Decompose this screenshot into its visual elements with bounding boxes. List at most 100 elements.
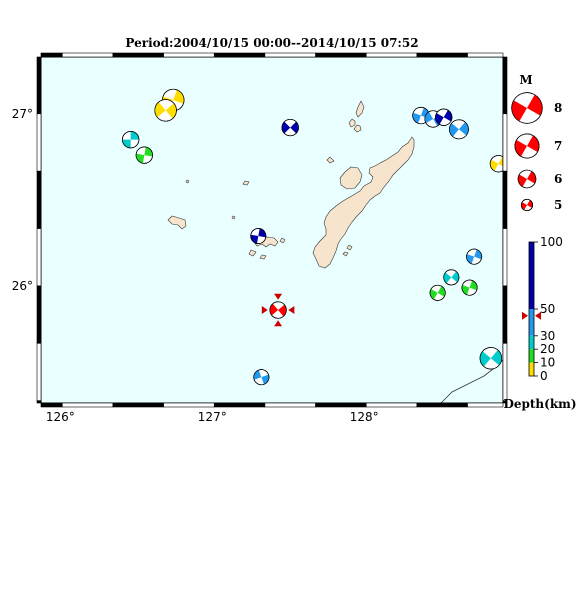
focal-mechanism bbox=[250, 228, 267, 244]
focal-mechanism bbox=[461, 279, 478, 296]
frame-segment bbox=[61, 52, 114, 58]
tiny-islet bbox=[231, 215, 236, 220]
frame-segment bbox=[365, 402, 418, 408]
focal-mechanism bbox=[135, 146, 153, 164]
frame-segment bbox=[36, 285, 42, 344]
legend-focal-mechanism bbox=[517, 169, 537, 189]
tonaki-island bbox=[242, 180, 250, 186]
frame-segment bbox=[163, 52, 215, 58]
latitude-tick-label: 27° bbox=[12, 107, 33, 121]
frame-segment bbox=[502, 170, 508, 229]
frame-segment bbox=[502, 400, 508, 404]
frame-segment bbox=[365, 52, 418, 58]
map-axis-ticks: 126° 127° 128° 27° 26° bbox=[12, 107, 379, 424]
frame-segment bbox=[502, 56, 508, 115]
colorbar-tick-label: 50 bbox=[540, 302, 555, 316]
frame-segment bbox=[36, 56, 42, 115]
magnitude-legend-title: M bbox=[519, 73, 532, 87]
frame-segment bbox=[416, 402, 468, 408]
latest-event-marker bbox=[261, 306, 268, 315]
colorbar-tick-label: 30 bbox=[540, 329, 555, 343]
colorbar-band bbox=[529, 242, 534, 309]
longitude-tick-label: 127° bbox=[198, 410, 227, 424]
colorbar-latest-marker bbox=[535, 311, 541, 320]
colorbar-latest-marker bbox=[522, 311, 528, 320]
sea-area bbox=[41, 57, 503, 403]
frame-segment bbox=[112, 52, 164, 58]
map-panel: 126° 127° 128° 27° 26° bbox=[12, 52, 508, 424]
frame-segment bbox=[40, 52, 63, 58]
magnitude-legend: M 8 7 6 5 bbox=[511, 73, 562, 212]
focal-mechanism bbox=[443, 269, 460, 286]
colorbar-label: Depth(km) bbox=[503, 397, 576, 411]
frame-segment bbox=[213, 402, 266, 408]
latest-event-marker bbox=[274, 320, 283, 327]
focal-mechanism bbox=[466, 248, 483, 265]
frame-segment bbox=[36, 113, 42, 172]
legend-magnitude-label: 6 bbox=[554, 172, 562, 186]
frame-segment bbox=[40, 402, 63, 408]
frame-segment bbox=[36, 170, 42, 229]
iheya-island bbox=[355, 100, 365, 118]
islet bbox=[326, 156, 335, 164]
frame-segment bbox=[36, 400, 42, 404]
legend-focal-mechanism bbox=[514, 133, 540, 159]
frame-segment bbox=[467, 402, 504, 408]
focal-mechanism bbox=[479, 347, 503, 370]
okinawa-island bbox=[312, 136, 415, 269]
aguni-island bbox=[353, 124, 362, 133]
legend-magnitude-label: 5 bbox=[554, 198, 562, 212]
focal-mechanism bbox=[154, 99, 177, 122]
frame-segment bbox=[502, 228, 508, 287]
focal-mechanism bbox=[281, 118, 299, 137]
kerama-islet bbox=[279, 237, 286, 244]
colorbar-tick-label: 100 bbox=[540, 235, 563, 249]
frame-segment bbox=[36, 343, 42, 402]
legend-focal-mechanism bbox=[511, 92, 543, 124]
focal-mechanisms-layer bbox=[122, 88, 508, 386]
kerama-islet bbox=[248, 249, 257, 257]
focal-mechanism bbox=[253, 369, 270, 386]
kume-island bbox=[167, 215, 187, 230]
focal-mechanism bbox=[435, 108, 453, 126]
frame-segment bbox=[36, 228, 42, 287]
frame-segment bbox=[163, 402, 215, 408]
colorbar-band bbox=[529, 335, 534, 350]
frame-segment bbox=[467, 52, 504, 58]
focal-mechanism bbox=[449, 119, 469, 140]
frame-segment bbox=[112, 402, 164, 408]
tsuken-island bbox=[346, 244, 353, 251]
frame-segment bbox=[502, 343, 508, 402]
legend-magnitude-label: 8 bbox=[554, 101, 562, 115]
legend-magnitude-label: 7 bbox=[554, 139, 562, 153]
colorbar-tick-label: 20 bbox=[540, 342, 555, 356]
frame-segment bbox=[264, 52, 316, 58]
colorbar-tick-label: 0 bbox=[540, 369, 548, 383]
figure-title: Period:2004/10/15 00:00--2014/10/15 07:5… bbox=[125, 36, 418, 50]
frame-segment bbox=[502, 113, 508, 172]
map-frame bbox=[36, 52, 508, 408]
frame-segment bbox=[264, 402, 316, 408]
izena-island bbox=[348, 118, 356, 128]
frame-segment bbox=[502, 285, 508, 344]
frame-segment bbox=[315, 52, 367, 58]
colorbar-band bbox=[529, 349, 534, 363]
motobu-peninsula bbox=[339, 166, 363, 190]
latitude-tick-label: 26° bbox=[12, 279, 33, 293]
frame-segment bbox=[416, 52, 468, 58]
longitude-tick-label: 126° bbox=[46, 410, 75, 424]
focal-mechanism bbox=[122, 131, 140, 149]
tiny-islet bbox=[185, 179, 190, 184]
focal-mechanism bbox=[429, 284, 446, 301]
kudaka-island bbox=[342, 251, 349, 257]
kerama-islet bbox=[259, 254, 267, 260]
frame-segment bbox=[213, 52, 266, 58]
latest-event-marker bbox=[274, 293, 283, 300]
longitude-tick-label: 128° bbox=[350, 410, 379, 424]
frame-segment bbox=[61, 402, 114, 408]
latest-focal-mechanism bbox=[269, 301, 287, 319]
colorbar-band bbox=[529, 362, 534, 376]
colorbar-tick-label: 10 bbox=[540, 356, 555, 370]
